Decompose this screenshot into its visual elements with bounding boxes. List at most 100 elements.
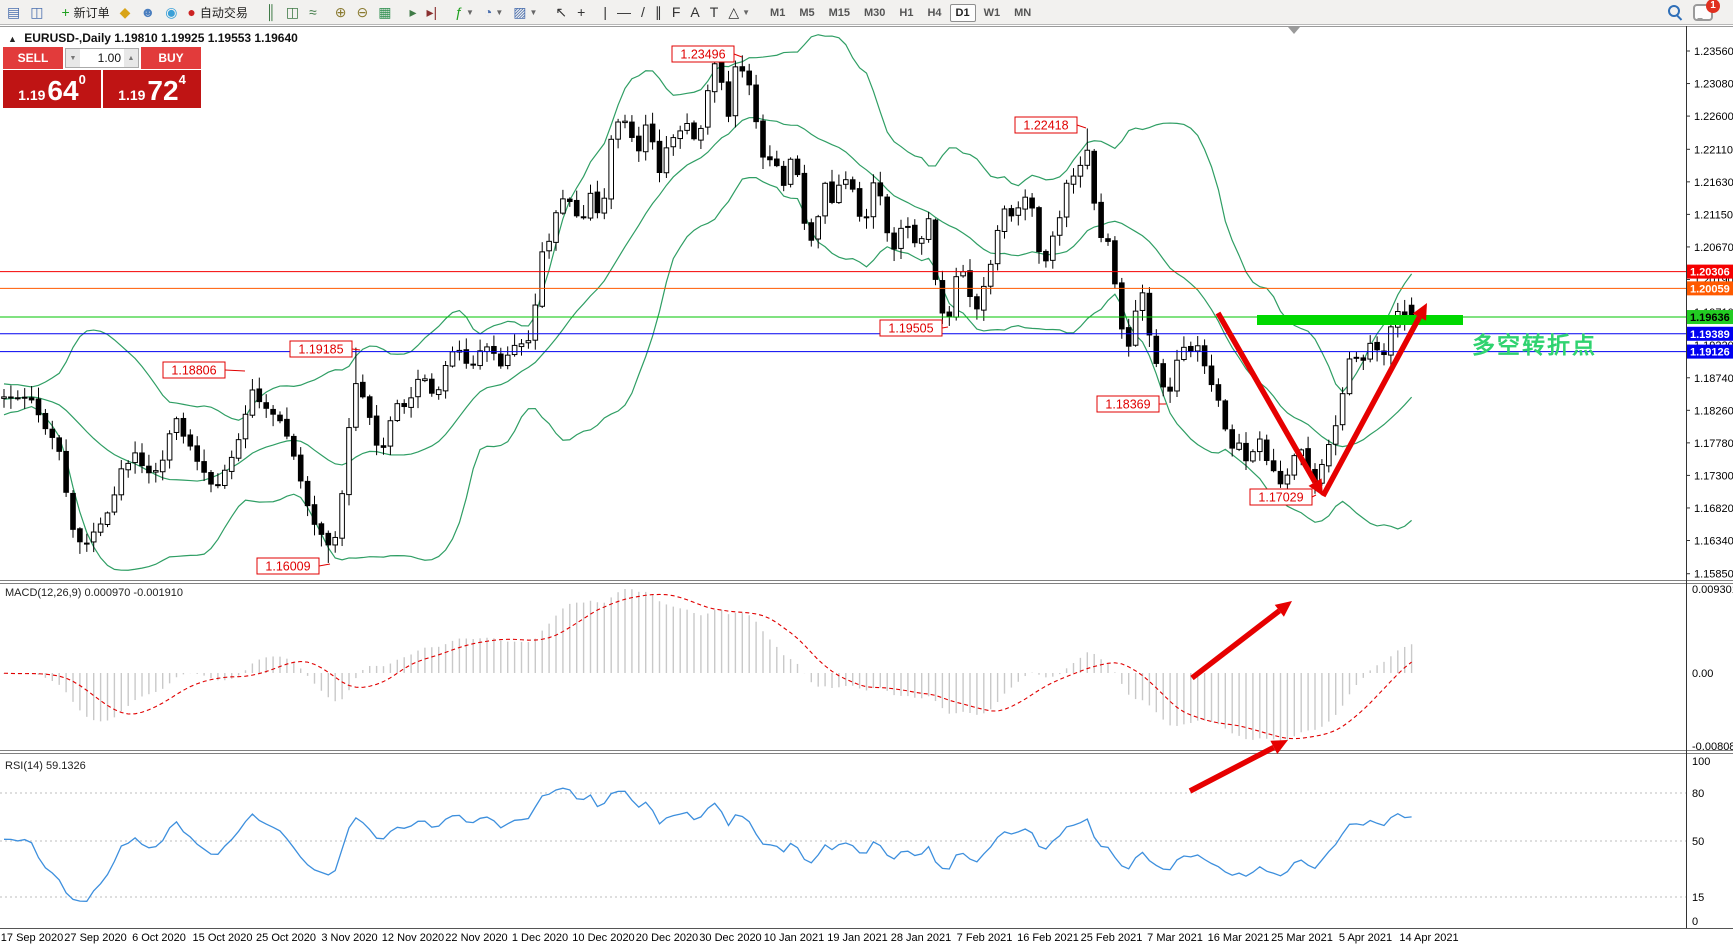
data-window-icon[interactable]: ◫ [26, 2, 47, 22]
signals-icon[interactable]: ◉ [161, 2, 181, 22]
volume-stepper[interactable]: ▼ 1.00 ▲ [65, 48, 139, 68]
sell-button[interactable]: SELL [3, 47, 63, 69]
timeframe-w1[interactable]: W1 [983, 7, 1001, 19]
svg-text:27 Sep 2020: 27 Sep 2020 [64, 932, 126, 944]
trendline-glyph: / [640, 4, 645, 20]
candlesticks [1, 54, 1415, 563]
dropdown-arrow-icon[interactable]: ▼ [465, 7, 474, 17]
periods-button[interactable]: ◔ ▼ [480, 2, 507, 22]
svg-text:1.16340: 1.16340 [1694, 535, 1733, 547]
indicators-button[interactable]: ƒ ▼ [451, 2, 478, 22]
text-button[interactable]: A [686, 2, 703, 22]
svg-text:16 Mar 2021: 16 Mar 2021 [1208, 932, 1270, 944]
svg-text:1.23560: 1.23560 [1694, 46, 1733, 58]
volume-increase-icon[interactable]: ▲ [124, 49, 138, 67]
timeframe-m5[interactable]: M5 [799, 7, 815, 19]
auto-scroll-glyph: ▸ [409, 4, 417, 20]
new-order-button[interactable]: + 新订单 [57, 2, 113, 22]
svg-text:1.20306: 1.20306 [1690, 267, 1730, 279]
zoom-in-button[interactable]: ⊕ [331, 2, 351, 22]
sell-price[interactable]: 1.19 64 0 [3, 70, 101, 108]
svg-text:10 Jan 2021: 10 Jan 2021 [764, 932, 825, 944]
trend-arrows [1188, 303, 1427, 794]
svg-text:1.18806: 1.18806 [171, 364, 216, 378]
svg-text:19 Jan 2021: 19 Jan 2021 [827, 932, 888, 944]
community-icon[interactable]: ☻ [136, 2, 159, 22]
zoom-out-glyph: ⊖ [356, 4, 369, 20]
candlestick-glyph: ◫ [285, 4, 300, 20]
label-button[interactable]: T [706, 2, 723, 22]
shapes-button[interactable]: △ ▼ [724, 2, 754, 22]
svg-text:15: 15 [1692, 892, 1704, 904]
svg-text:1.17300: 1.17300 [1694, 470, 1733, 482]
indicators-glyph: ƒ [455, 4, 463, 20]
collapse-panel-icon[interactable]: ▲ [8, 34, 17, 44]
svg-text:1.19389: 1.19389 [1690, 329, 1730, 341]
community-icon-glyph: ☻ [140, 4, 156, 20]
market-watch-icon[interactable]: ▤ [3, 2, 24, 22]
svg-text:7 Mar 2021: 7 Mar 2021 [1147, 932, 1203, 944]
templates-button[interactable]: ▨ ▼ [509, 2, 541, 22]
auto-scroll-button[interactable]: ▸ [405, 2, 420, 22]
svg-text:25 Feb 2021: 25 Feb 2021 [1081, 932, 1143, 944]
trendline-button[interactable]: / [637, 2, 649, 22]
bb-lower-band [3, 177, 1412, 571]
macd-signal-line [3, 593, 1412, 740]
volume-decrease-icon[interactable]: ▼ [66, 49, 80, 67]
line-chart-glyph: ≈ [309, 4, 317, 20]
cursor-glyph: ↖ [555, 4, 568, 20]
tile-windows-button[interactable]: ▦ [374, 2, 395, 22]
macd-labels: MACD(12,26,9) 0.000970 -0.001910 0.009301… [5, 584, 1733, 753]
dropdown-arrow-icon[interactable]: ▼ [529, 7, 538, 17]
chart-title: ▲ EURUSD-,Daily 1.19810 1.19925 1.19553 … [8, 31, 298, 45]
cursor-button[interactable]: ↖ [551, 2, 571, 22]
chart-canvas[interactable]: 1.23560 1.23080 1.22600 1.22110 1.21630 1.211… [0, 26, 1733, 946]
zoom-out-button[interactable]: ⊖ [352, 2, 372, 22]
timeframe-mn[interactable]: MN [1014, 7, 1032, 19]
sell-price-prefix: 1.19 [18, 87, 46, 103]
crosshair-button[interactable]: + [573, 2, 589, 22]
sell-price-big: 64 [47, 75, 79, 106]
metaeditor-icon-glyph: ◆ [119, 4, 131, 20]
metaeditor-icon[interactable]: ◆ [116, 2, 135, 22]
chat-icon[interactable]: 1 [1693, 0, 1720, 21]
timeframe-m30[interactable]: M30 [864, 7, 886, 19]
chart-shift-marker[interactable] [1288, 27, 1300, 34]
svg-text:1.18740: 1.18740 [1694, 373, 1733, 385]
svg-text:1.17029: 1.17029 [1258, 491, 1303, 505]
vline-glyph: | [603, 4, 607, 20]
bar-chart-button[interactable]: ║ [262, 2, 280, 22]
timeframe-group: M1 M5 M15 M30 H1 H4 D1 W1 MN [763, 3, 1038, 22]
vline-button[interactable]: | [599, 2, 611, 22]
buy-button[interactable]: BUY [141, 47, 201, 69]
toolbar: ▤ ◫ + 新订单 ◆ ☻ ◉ ● 自动交易 ║ ◫ ≈ ⊕ ⊖ ▦ ▸ ▸| ƒ ▼ ◔ ▼ ▨ ▼ ↖ + | — / ∥ F A T △ ▼… [0, 0, 1733, 25]
svg-text:1.19505: 1.19505 [888, 322, 933, 336]
svg-text:5 Apr 2021: 5 Apr 2021 [1339, 932, 1392, 944]
bb-upper-band [3, 34, 1413, 421]
buy-price[interactable]: 1.19 72 4 [103, 70, 201, 108]
chart-shift-button[interactable]: ▸| [422, 2, 441, 22]
volume-value[interactable]: 1.00 [80, 49, 124, 67]
timeframe-d1[interactable]: D1 [949, 4, 976, 22]
dropdown-arrow-icon[interactable]: ▼ [495, 7, 504, 17]
fibonacci-button[interactable]: F [668, 2, 685, 22]
buy-price-prefix: 1.19 [118, 87, 146, 103]
search-icon[interactable] [1667, 4, 1683, 20]
bar-chart-glyph: ║ [265, 4, 276, 20]
timeframe-h4[interactable]: H4 [927, 7, 942, 19]
dropdown-arrow-icon[interactable]: ▼ [742, 7, 751, 17]
svg-text:1.23496: 1.23496 [680, 48, 725, 62]
candlestick-button[interactable]: ◫ [282, 2, 303, 22]
svg-text:80: 80 [1692, 788, 1704, 800]
svg-text:16 Feb 2021: 16 Feb 2021 [1017, 932, 1079, 944]
autotrading-button[interactable]: ● 自动交易 [183, 2, 251, 22]
timeframe-h1[interactable]: H1 [899, 7, 914, 19]
timeframe-m15[interactable]: M15 [828, 7, 850, 19]
line-chart-button[interactable]: ≈ [305, 2, 321, 22]
channel-button[interactable]: ∥ [651, 2, 666, 22]
svg-text:22 Nov 2020: 22 Nov 2020 [445, 932, 507, 944]
svg-text:3 Nov 2020: 3 Nov 2020 [321, 932, 377, 944]
hline-button[interactable]: — [613, 2, 635, 22]
timeframe-m1[interactable]: M1 [770, 7, 786, 19]
